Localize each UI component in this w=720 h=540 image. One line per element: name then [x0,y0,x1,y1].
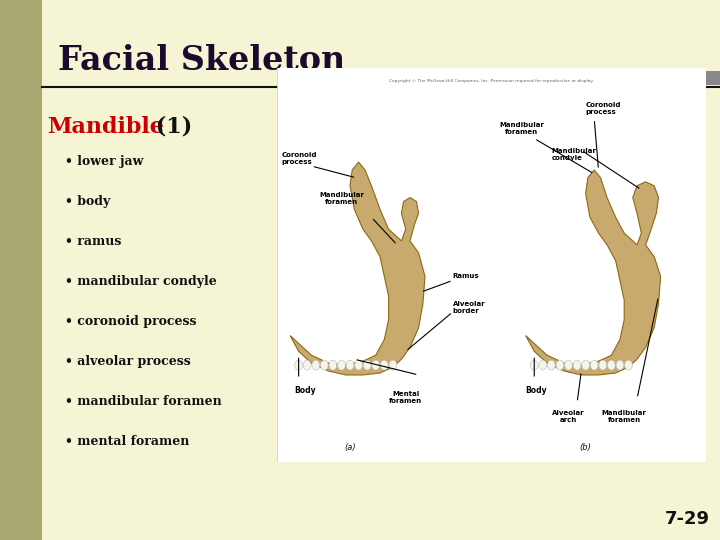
Text: Body: Body [294,386,316,395]
Ellipse shape [625,360,632,370]
Ellipse shape [329,360,337,370]
Ellipse shape [364,360,371,370]
Ellipse shape [556,360,564,370]
Text: Facial Skeleton: Facial Skeleton [58,44,346,77]
Text: Ramus: Ramus [453,273,480,279]
Bar [0,0,42,540]
Bar [518,71,720,85]
Text: Mandibular
foramen: Mandibular foramen [499,122,544,134]
Ellipse shape [303,360,311,370]
Ellipse shape [355,360,362,370]
Ellipse shape [599,360,607,370]
Ellipse shape [573,360,581,370]
Text: • ramus: • ramus [65,235,122,248]
Text: Coronoid
process: Coronoid process [585,102,621,115]
Ellipse shape [616,360,624,370]
Ellipse shape [547,360,555,370]
Text: Mandibular
foramen: Mandibular foramen [319,192,364,205]
Text: 7-29: 7-29 [665,510,710,528]
Text: Alveolar
border: Alveolar border [453,301,485,314]
Ellipse shape [294,360,302,370]
Ellipse shape [372,360,379,370]
Ellipse shape [531,360,538,370]
Text: Copyright © The McGraw-Hill Companies, Inc. Permission required for reproduction: Copyright © The McGraw-Hill Companies, I… [389,79,594,83]
Text: • coronoid process: • coronoid process [65,315,197,328]
Text: Mandible: Mandible [47,116,164,138]
Polygon shape [290,162,425,375]
Text: Mandibular
condyle: Mandibular condyle [552,148,596,161]
Text: (a): (a) [344,443,356,452]
Ellipse shape [608,360,615,370]
Ellipse shape [346,360,354,370]
Ellipse shape [312,360,320,370]
Text: Coronoid
process: Coronoid process [282,152,317,165]
Text: • body: • body [65,195,110,208]
Ellipse shape [338,360,346,370]
Text: (b): (b) [580,443,592,452]
Text: • mandibular condyle: • mandibular condyle [65,275,217,288]
Ellipse shape [564,360,572,370]
Text: (1): (1) [148,116,192,138]
Ellipse shape [389,360,397,370]
Ellipse shape [320,360,328,370]
Text: Mental
foramen: Mental foramen [389,391,423,404]
Ellipse shape [590,360,598,370]
Text: • lower jaw: • lower jaw [65,155,143,168]
Text: Alveolar
arch: Alveolar arch [552,410,585,423]
Ellipse shape [582,360,590,370]
Text: • mandibular foramen: • mandibular foramen [65,395,222,408]
Ellipse shape [539,360,546,370]
Text: Body: Body [526,386,547,395]
Text: • mental foramen: • mental foramen [65,435,189,448]
Text: • alveolar process: • alveolar process [65,355,191,368]
Polygon shape [526,170,661,375]
Text: Mandibular
foramen: Mandibular foramen [602,410,647,423]
Ellipse shape [380,360,388,370]
